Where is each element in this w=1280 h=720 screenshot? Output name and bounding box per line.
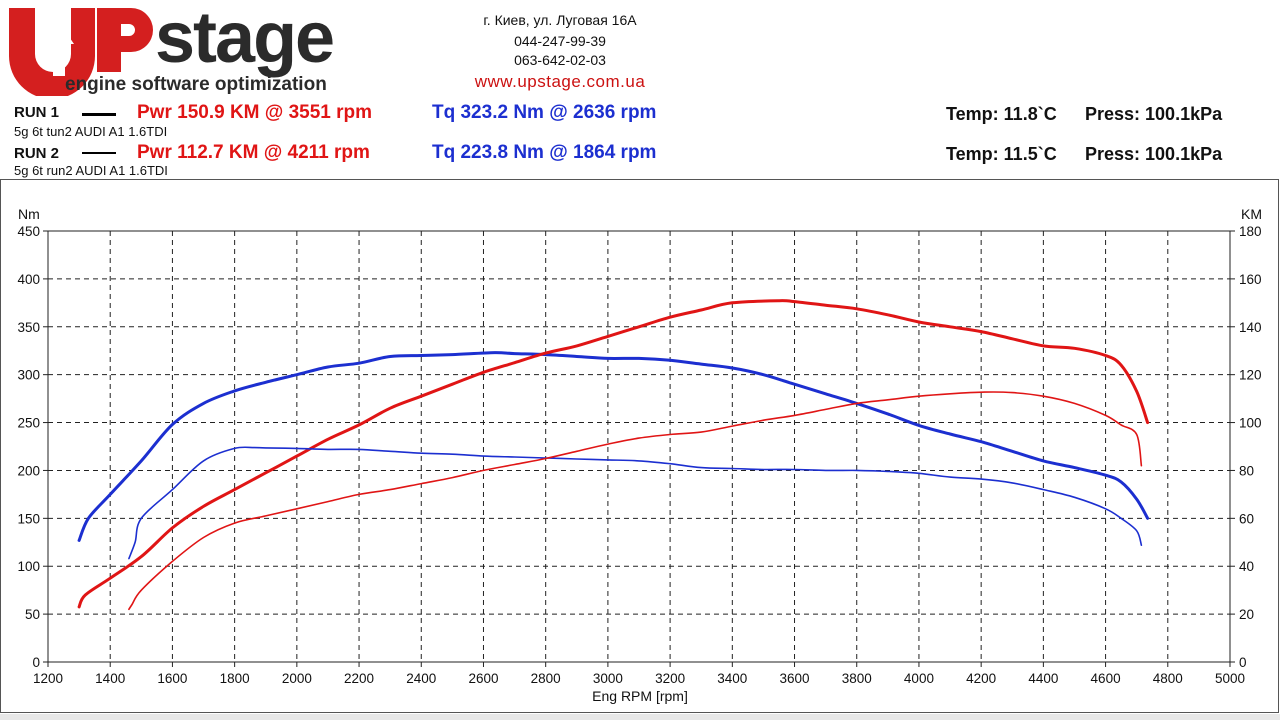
run2-label: RUN 2 xyxy=(14,145,60,162)
run1-torque-peak: Tq 323.2 Nm @ 2636 rpm xyxy=(432,102,657,123)
run2-press: Press: 100.1kPa xyxy=(1085,144,1223,164)
y-left-tick-label: 350 xyxy=(17,320,40,335)
x-tick-label: 1200 xyxy=(33,671,63,686)
y-left-tick-label: 50 xyxy=(25,607,40,622)
chart-frame xyxy=(0,179,1279,713)
phone-1: 044-247-99-39 xyxy=(514,33,606,49)
x-axis-label: Eng RPM [rpm] xyxy=(592,688,688,704)
run2-desc: 5g 6t run2 AUDI A1 1.6TDI xyxy=(14,163,168,178)
run2-power-curve xyxy=(128,391,1143,611)
run1-power-peak: Pwr 150.9 KM @ 3551 rpm xyxy=(137,102,373,123)
y-right-tick-label: 180 xyxy=(1239,224,1262,239)
x-tick-label: 3800 xyxy=(842,671,872,686)
y-left-tick-label: 150 xyxy=(17,511,40,526)
x-tick-label: 5000 xyxy=(1215,671,1245,686)
phone-2: 063-642-02-03 xyxy=(514,52,606,68)
logo-brand-text: stage xyxy=(155,4,333,78)
x-tick-label: 1600 xyxy=(157,671,187,686)
y-left-tick-label: 400 xyxy=(17,272,40,287)
y-axis-left-label: Nm xyxy=(18,206,40,222)
x-tick-label: 2800 xyxy=(531,671,561,686)
website-link[interactable]: www.upstage.com.ua xyxy=(474,72,646,91)
x-tick-label: 2000 xyxy=(282,671,312,686)
x-tick-label: 3400 xyxy=(717,671,747,686)
y-right-tick-label: 0 xyxy=(1239,655,1247,670)
bottom-bar xyxy=(0,714,1280,720)
y-axis-right-label: KM xyxy=(1241,206,1262,222)
y-left-tick-label: 200 xyxy=(17,463,40,478)
logo-u-mark xyxy=(9,8,95,96)
series-layer xyxy=(77,299,1150,611)
x-tick-label: 2600 xyxy=(468,671,498,686)
run2-line-swatch xyxy=(82,152,116,154)
x-tick-label: 4200 xyxy=(966,671,996,686)
x-tick-label: 3000 xyxy=(593,671,623,686)
logo-p-mark xyxy=(97,8,153,72)
x-tick-label: 2200 xyxy=(344,671,374,686)
x-tick-label: 4800 xyxy=(1153,671,1183,686)
y-right-tick-label: 120 xyxy=(1239,368,1262,383)
run1-temp: Temp: 11.8`C xyxy=(946,104,1057,124)
logo-arrow-icon xyxy=(44,22,74,76)
run1-label: RUN 1 xyxy=(14,104,60,121)
run1-torque-curve xyxy=(77,351,1150,542)
x-tick-label: 2400 xyxy=(406,671,436,686)
run2-temp: Temp: 11.5`C xyxy=(946,144,1057,164)
y-right-tick-label: 140 xyxy=(1239,320,1262,335)
y-right-tick-label: 100 xyxy=(1239,416,1262,431)
run2-torque-peak: Tq 223.8 Nm @ 1864 rpm xyxy=(432,142,657,163)
y-left-tick-label: 0 xyxy=(32,655,40,670)
axis-layer: 1200 1400 1600 1800 2000 2200 2400 2600 2800 3000… xyxy=(17,224,1261,686)
y-left-tick-label: 300 xyxy=(17,368,40,383)
x-tick-label: 4000 xyxy=(904,671,934,686)
run1-press: Press: 100.1kPa xyxy=(1085,104,1223,124)
y-right-tick-label: 40 xyxy=(1239,559,1254,574)
y-left-tick-label: 250 xyxy=(17,416,40,431)
address-text: г. Киев, ул. Луговая 16А xyxy=(483,12,637,28)
x-tick-label: 3200 xyxy=(655,671,685,686)
y-left-tick-label: 450 xyxy=(17,224,40,239)
y-right-tick-label: 60 xyxy=(1239,511,1254,526)
x-tick-label: 3600 xyxy=(780,671,810,686)
plot-border xyxy=(47,230,1231,663)
y-right-tick-label: 80 xyxy=(1239,463,1254,478)
run1-desc: 5g 6t tun2 AUDI A1 1.6TDI xyxy=(14,124,168,139)
y-left-tick-label: 100 xyxy=(17,559,40,574)
upstage-logo: stage engine software optimization xyxy=(9,4,335,96)
grid-layer xyxy=(47,230,1231,663)
logo-tagline: engine software optimization xyxy=(65,74,327,95)
run1-power-curve xyxy=(77,299,1150,609)
y-right-tick-label: 160 xyxy=(1239,272,1262,287)
y-right-tick-label: 20 xyxy=(1239,607,1254,622)
run1-line-swatch xyxy=(82,113,116,116)
x-tick-label: 4400 xyxy=(1028,671,1058,686)
x-tick-label: 4600 xyxy=(1091,671,1121,686)
x-tick-label: 1400 xyxy=(95,671,125,686)
x-tick-label: 1800 xyxy=(220,671,250,686)
run2-torque-curve xyxy=(128,446,1143,560)
run2-power-peak: Pwr 112.7 KM @ 4211 rpm xyxy=(137,142,370,163)
